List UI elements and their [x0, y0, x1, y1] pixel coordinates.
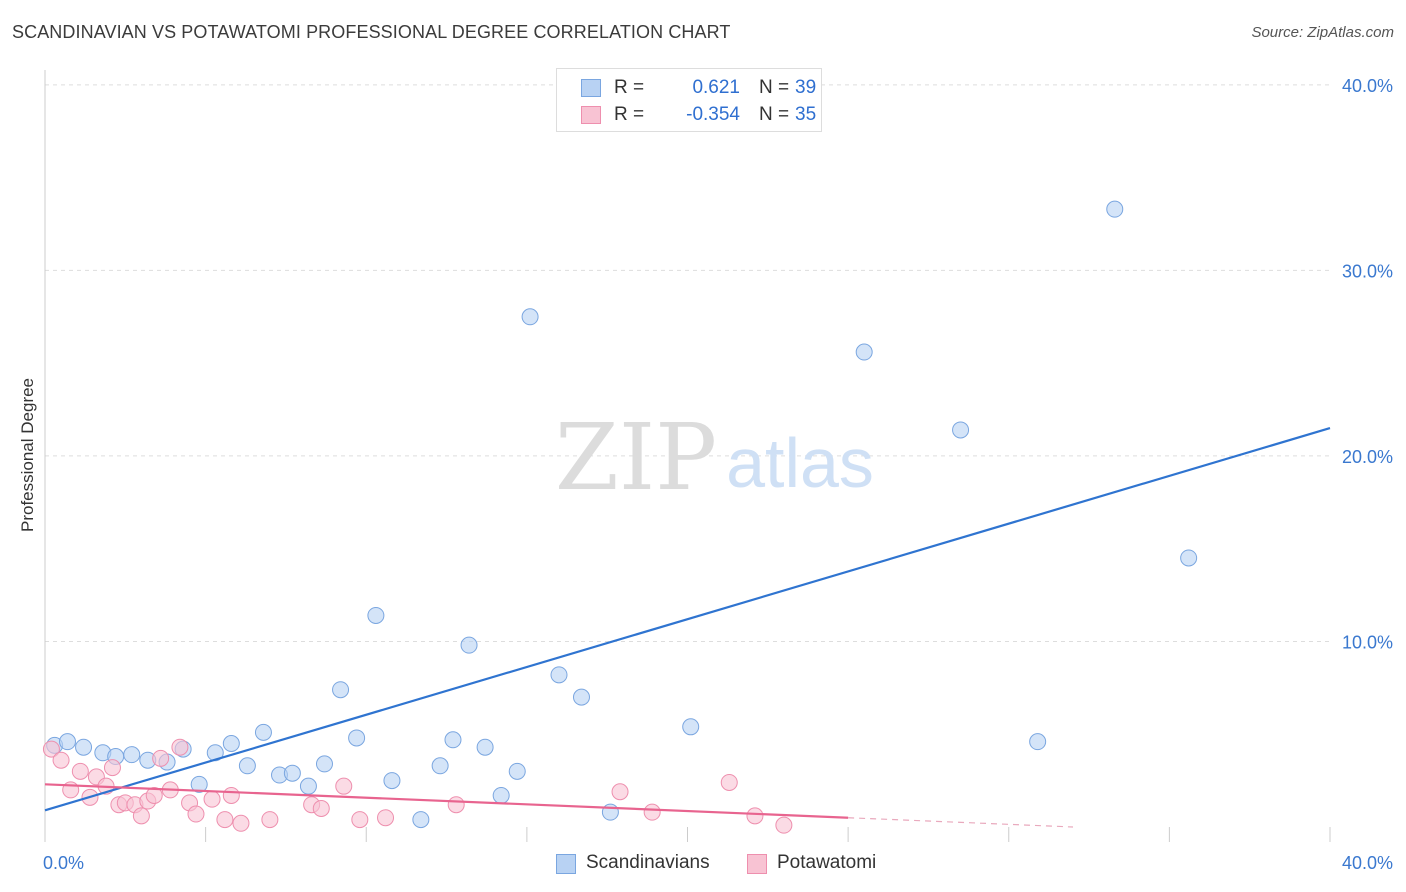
potawatomi-point	[261, 811, 279, 829]
potawatomi-point	[171, 738, 189, 756]
potawatomi-trend-extension	[848, 817, 1074, 828]
scandinavians-point	[444, 731, 462, 749]
source-credit: Source: ZipAtlas.com	[1251, 24, 1394, 41]
potawatomi-point	[447, 796, 465, 814]
scandinavians-point	[492, 786, 510, 804]
potawatomi-point	[611, 783, 629, 801]
potawatomi-point	[377, 809, 395, 827]
potawatomi-point	[71, 762, 89, 780]
chart-title: SCANDINAVIAN VS POTAWATOMI PROFESSIONAL …	[12, 22, 731, 42]
watermark: ZIP atlas	[555, 404, 874, 511]
scandinavians-point	[283, 764, 301, 782]
scandinavians-point	[1106, 200, 1124, 218]
potawatomi-point	[335, 777, 353, 795]
scandinavians-point	[299, 777, 317, 795]
potawatomi-point	[222, 786, 240, 804]
scandinavians-point	[58, 733, 76, 751]
scandinavians-point	[476, 738, 494, 756]
scandinavians-point	[431, 757, 449, 775]
pink-swatch	[747, 854, 767, 874]
trend-lines	[44, 427, 1331, 828]
legend-label: Potawatomi	[777, 852, 877, 873]
scandinavians-point	[254, 723, 272, 741]
scandinavians-point	[508, 762, 526, 780]
pink-swatch	[581, 106, 601, 124]
scandinavians-point	[460, 636, 478, 654]
n-label: N =	[759, 77, 790, 98]
y-tick-label: 30.0%	[1342, 261, 1393, 281]
potawatomi-point	[775, 816, 793, 834]
axes	[44, 70, 1331, 842]
scandinavians-point	[348, 729, 366, 747]
n-value: 39	[795, 77, 817, 98]
blue-swatch	[556, 854, 576, 874]
n-value: 35	[795, 104, 817, 125]
legend-label: Scandinavians	[586, 852, 710, 873]
potawatomi-point	[312, 799, 330, 817]
watermark-zip: ZIP	[555, 404, 717, 511]
watermark-atlas: atlas	[726, 424, 874, 502]
potawatomi-trend-line	[44, 783, 849, 819]
scandinavians-point	[383, 772, 401, 790]
scandinavians-point	[222, 735, 240, 753]
potawatomi-point	[187, 805, 205, 823]
potawatomi-point	[103, 759, 121, 777]
potawatomi-point	[216, 811, 234, 829]
y-tick-label: 20.0%	[1342, 447, 1393, 467]
potawatomi-point	[203, 790, 221, 808]
scandinavians-point	[1029, 733, 1047, 751]
r-value: 0.621	[692, 77, 740, 98]
x-tick-label: 0.0%	[43, 853, 84, 873]
potawatomi-point	[746, 807, 764, 825]
scandinavians-point	[952, 421, 970, 439]
gridlines	[45, 84, 1330, 642]
tick-labels: 10.0% 20.0% 30.0% 40.0% 0.0% 40.0%	[43, 76, 1393, 873]
n-label: N =	[759, 104, 790, 125]
potawatomi-point	[720, 773, 738, 791]
scandinavians-point	[332, 681, 350, 699]
blue-swatch	[581, 79, 601, 97]
scandinavians-point	[1180, 549, 1198, 567]
potawatomi-point	[232, 814, 250, 832]
potawatomi-point	[132, 807, 150, 825]
scandinavians-point	[190, 775, 208, 793]
potawatomi-point	[52, 751, 70, 769]
scandinavians-point	[521, 308, 539, 326]
scandinavians-point	[238, 757, 256, 775]
x-tick-label: 40.0%	[1342, 853, 1393, 873]
y-tick-label: 40.0%	[1342, 76, 1393, 96]
r-label: R =	[614, 104, 645, 125]
scandinavians-point	[75, 738, 93, 756]
scandinavians-trend-line	[44, 427, 1331, 812]
correlation-stats-box: R = 0.621 N = 39 R = -0.354 N = 35	[556, 68, 822, 132]
scandinavians-point	[367, 606, 385, 624]
r-value: -0.354	[686, 104, 740, 125]
scandinavians-point	[412, 811, 430, 829]
scandinavians-point	[123, 746, 141, 764]
potawatomi-point	[145, 786, 163, 804]
y-tick-label: 10.0%	[1342, 632, 1393, 652]
r-label: R =	[614, 77, 645, 98]
scandinavians-point	[550, 666, 568, 684]
scandinavians-point	[682, 718, 700, 736]
potawatomi-point	[152, 749, 170, 767]
potawatomi-point	[42, 740, 60, 758]
potawatomi-point	[643, 803, 661, 821]
scandinavians-point	[572, 688, 590, 706]
scandinavians-point	[315, 755, 333, 773]
potawatomi-point	[351, 811, 369, 829]
scandinavians-point	[855, 343, 873, 361]
data-points	[42, 200, 1198, 834]
